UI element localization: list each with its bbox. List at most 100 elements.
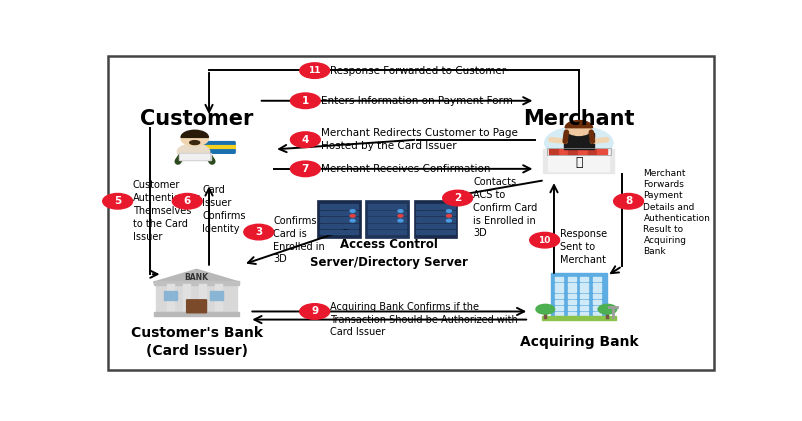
FancyBboxPatch shape xyxy=(555,277,563,281)
FancyBboxPatch shape xyxy=(568,300,576,304)
FancyBboxPatch shape xyxy=(568,288,576,292)
Circle shape xyxy=(103,194,132,209)
FancyBboxPatch shape xyxy=(593,277,601,281)
Circle shape xyxy=(614,194,643,209)
Text: 10: 10 xyxy=(538,236,551,245)
FancyBboxPatch shape xyxy=(555,300,563,304)
FancyBboxPatch shape xyxy=(593,306,601,310)
Text: Merchant
Forwards
Payment
Details and
Authentication
Result to
Acquiring
Bank: Merchant Forwards Payment Details and Au… xyxy=(643,169,711,256)
FancyBboxPatch shape xyxy=(580,282,588,287)
Text: Customer: Customer xyxy=(140,109,253,128)
Circle shape xyxy=(447,215,452,217)
FancyBboxPatch shape xyxy=(549,151,610,171)
Text: Response Forwarded to Customer: Response Forwarded to Customer xyxy=(330,66,506,76)
Text: 8: 8 xyxy=(625,196,632,206)
Wedge shape xyxy=(565,120,593,128)
Text: 6: 6 xyxy=(184,196,191,206)
FancyBboxPatch shape xyxy=(215,284,223,312)
Ellipse shape xyxy=(177,144,209,160)
FancyBboxPatch shape xyxy=(154,281,239,285)
FancyBboxPatch shape xyxy=(549,149,559,154)
Circle shape xyxy=(300,63,330,78)
FancyBboxPatch shape xyxy=(180,154,209,160)
Text: 🛒: 🛒 xyxy=(575,156,582,169)
Ellipse shape xyxy=(545,127,613,159)
FancyBboxPatch shape xyxy=(416,217,455,221)
FancyBboxPatch shape xyxy=(580,306,588,310)
Circle shape xyxy=(181,131,209,146)
FancyBboxPatch shape xyxy=(580,294,588,298)
FancyBboxPatch shape xyxy=(593,294,601,298)
Text: Contacts
ACS to
Confirm Card
is Enrolled in
3D: Contacts ACS to Confirm Card is Enrolled… xyxy=(473,177,537,238)
FancyBboxPatch shape xyxy=(555,294,563,298)
FancyBboxPatch shape xyxy=(568,306,576,310)
Circle shape xyxy=(290,132,320,147)
FancyBboxPatch shape xyxy=(187,300,207,313)
FancyBboxPatch shape xyxy=(183,284,191,312)
Text: 3: 3 xyxy=(255,227,262,237)
Text: Acquiring Bank Confirms if the
Transaction Should be Authorized with
Card Issuer: Acquiring Bank Confirms if the Transacti… xyxy=(330,302,518,337)
FancyBboxPatch shape xyxy=(203,141,235,153)
FancyBboxPatch shape xyxy=(317,200,361,238)
Text: Enters Information on Payment Form: Enters Information on Payment Form xyxy=(321,96,512,106)
FancyBboxPatch shape xyxy=(580,300,588,304)
Text: 1: 1 xyxy=(302,96,309,106)
Circle shape xyxy=(598,304,617,314)
FancyBboxPatch shape xyxy=(367,230,406,234)
FancyBboxPatch shape xyxy=(569,149,578,154)
FancyBboxPatch shape xyxy=(320,211,358,215)
Circle shape xyxy=(350,210,355,212)
FancyBboxPatch shape xyxy=(555,306,563,310)
FancyBboxPatch shape xyxy=(568,294,576,298)
FancyBboxPatch shape xyxy=(416,204,455,208)
FancyBboxPatch shape xyxy=(107,56,715,370)
FancyBboxPatch shape xyxy=(416,224,455,228)
Text: Card
Issuer
Confirms
Identity: Card Issuer Confirms Identity xyxy=(202,185,245,234)
FancyBboxPatch shape xyxy=(367,211,406,215)
Circle shape xyxy=(447,219,452,222)
FancyBboxPatch shape xyxy=(320,204,358,208)
FancyBboxPatch shape xyxy=(593,312,601,316)
FancyBboxPatch shape xyxy=(209,291,223,301)
FancyBboxPatch shape xyxy=(568,282,576,287)
Circle shape xyxy=(530,232,560,248)
Circle shape xyxy=(398,210,403,212)
Circle shape xyxy=(443,190,472,206)
Circle shape xyxy=(447,210,452,212)
FancyBboxPatch shape xyxy=(156,282,237,313)
FancyBboxPatch shape xyxy=(367,224,406,228)
FancyBboxPatch shape xyxy=(593,282,601,287)
FancyBboxPatch shape xyxy=(588,149,597,154)
FancyBboxPatch shape xyxy=(154,312,239,316)
Text: Response
Sent to
Merchant: Response Sent to Merchant xyxy=(561,229,607,265)
Circle shape xyxy=(290,93,320,109)
FancyBboxPatch shape xyxy=(416,230,455,234)
Text: 7: 7 xyxy=(302,164,309,174)
FancyBboxPatch shape xyxy=(199,284,207,312)
Circle shape xyxy=(350,219,355,222)
Ellipse shape xyxy=(190,141,200,144)
Polygon shape xyxy=(153,269,240,282)
Text: Customer's Bank
(Card Issuer): Customer's Bank (Card Issuer) xyxy=(131,326,262,358)
FancyBboxPatch shape xyxy=(593,288,601,292)
FancyBboxPatch shape xyxy=(580,277,588,281)
FancyBboxPatch shape xyxy=(568,277,576,281)
FancyBboxPatch shape xyxy=(551,272,607,318)
Text: 2: 2 xyxy=(454,193,461,203)
FancyBboxPatch shape xyxy=(555,312,563,316)
FancyBboxPatch shape xyxy=(544,149,614,173)
Circle shape xyxy=(300,304,330,319)
Text: Access Control
Server/Directory Server: Access Control Server/Directory Server xyxy=(310,237,468,269)
FancyBboxPatch shape xyxy=(320,224,358,228)
Circle shape xyxy=(566,123,591,136)
FancyBboxPatch shape xyxy=(555,288,563,292)
FancyBboxPatch shape xyxy=(559,149,569,154)
FancyBboxPatch shape xyxy=(414,200,457,238)
FancyBboxPatch shape xyxy=(580,312,588,316)
FancyBboxPatch shape xyxy=(367,204,406,208)
FancyBboxPatch shape xyxy=(568,312,576,316)
FancyBboxPatch shape xyxy=(593,300,601,304)
Text: Merchant Redirects Customer to Page
Hosted by the Card Issuer: Merchant Redirects Customer to Page Host… xyxy=(321,128,518,151)
Circle shape xyxy=(398,215,403,217)
Text: 5: 5 xyxy=(114,196,121,206)
